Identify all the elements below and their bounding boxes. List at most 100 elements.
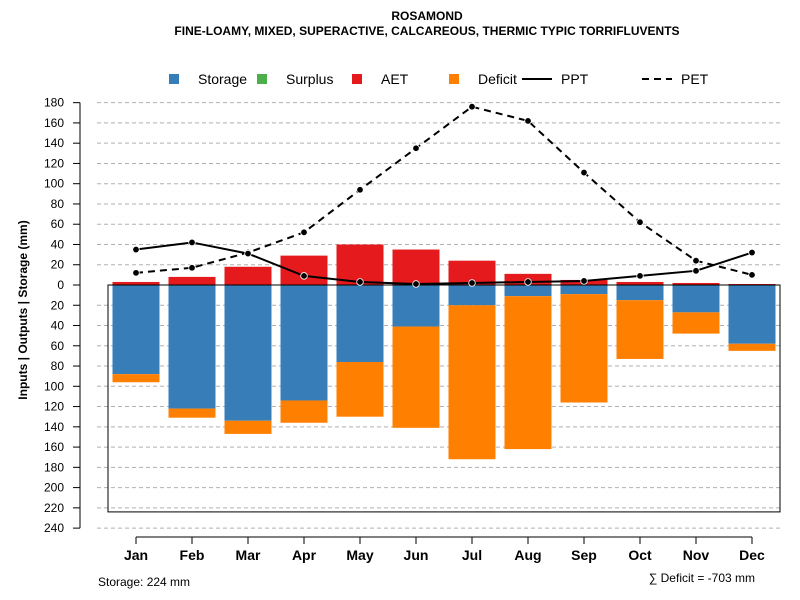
y-tick-label: 160 [44,116,64,130]
y-tick-label: 120 [44,400,64,414]
legend-swatch [169,74,179,84]
storage-bar [672,285,720,313]
x-tick-label: May [346,547,373,563]
ppt-line-point [356,278,364,286]
y-tick-label: 40 [51,237,65,251]
y-tick-label: 200 [44,481,64,495]
chart-title: ROSAMOND [391,9,463,23]
y-tick-label: 100 [44,177,64,191]
deficit-bar [504,296,552,450]
pet-line-point [412,144,420,152]
y-axis-label: Inputs | Outputs | Storage (mm) [16,220,30,399]
pet-line-point [748,271,756,279]
aet-bar [392,249,440,285]
pet-line-point [468,103,476,111]
x-tick-label: Jan [124,547,148,563]
deficit-bar [448,305,496,460]
chart-subtitle: FINE-LOAMY, MIXED, SUPERACTIVE, CALCAREO… [174,24,679,38]
pet-line-point [188,264,196,272]
pet-line-point [692,256,700,265]
aet-bar [224,266,272,285]
pet-line-point [580,168,588,177]
y-tick-label: 20 [51,298,65,312]
legend-label: Storage [198,71,247,87]
deficit-bar [280,400,328,423]
y-tick-label: 120 [44,156,64,170]
storage-bar [504,285,552,297]
legend: Storage Surplus AET Deficit PPT PET [169,71,709,87]
y-tick-label: 80 [51,359,65,373]
ppt-line-point [524,278,532,286]
storage-bar [392,285,440,327]
deficit-bar [392,326,440,428]
ppt-line-point [412,280,420,288]
legend-label: PET [681,71,709,87]
y-tick-label: 140 [44,136,64,150]
storage-capacity-box [107,284,781,513]
x-tick-label: Jun [404,547,429,563]
legend-label: Deficit [478,71,517,87]
y-tick-label: 180 [44,96,64,110]
ppt-line-point [300,272,308,280]
pet-line-point [636,218,644,226]
storage-bar [224,285,272,421]
storage-bar [448,285,496,306]
aet-bar [168,276,216,285]
y-axis: 1801601401201008060402002040608010012014… [44,96,81,535]
deficit-bar [672,312,720,334]
ppt-line-point [692,267,700,275]
x-tick-label: Mar [236,547,261,563]
pet-line-point [300,228,308,237]
y-tick-label: 60 [51,217,65,231]
deficit-bar [336,361,384,417]
y-tick-label: 160 [44,440,64,454]
legend-swatch [449,74,459,84]
x-tick-label: Feb [180,547,205,563]
bars [112,244,776,460]
x-tick-label: Apr [292,547,317,563]
y-tick-label: 140 [44,420,64,434]
pet-line [135,105,753,276]
y-tick-label: 60 [51,339,65,353]
x-tick-label: Nov [683,547,710,563]
ppt-line-point [580,277,588,285]
ppt-line-point [132,245,140,254]
legend-label: AET [381,71,409,87]
y-tick-label: 220 [44,501,64,515]
storage-footer: Storage: 224 mm [98,575,190,589]
aet-bar [112,281,160,285]
ppt-line-point [636,272,644,280]
x-tick-label: Sep [571,547,597,563]
pet-line-point [132,269,140,277]
y-tick-label: 240 [44,521,64,535]
y-tick-label: 100 [44,379,64,393]
pet-line-point [524,117,532,125]
deficit-footer: ∑ Deficit = -703 mm [649,571,755,585]
deficit-bar [728,343,776,351]
deficit-bar [560,294,608,403]
y-tick-label: 0 [57,278,64,292]
y-tick-label: 20 [51,258,65,272]
ppt-line-point [748,248,756,257]
deficit-bar [616,300,664,359]
storage-bar [728,285,776,344]
legend-swatch [352,74,362,84]
x-tick-label: Dec [739,547,765,563]
x-tick-label: Oct [628,547,652,563]
x-tick-label: Aug [514,547,541,563]
storage-bar [112,285,160,375]
x-axis: Jan Feb Mar Apr May Jun Jul Aug Sep Oct Nov Dec [124,536,765,563]
legend-label: PPT [561,71,589,87]
storage-bar [336,285,384,362]
storage-bar [280,285,328,401]
aet-bar [672,282,720,285]
ppt-line [135,241,753,285]
deficit-bar [168,408,216,418]
legend-swatch [257,74,267,84]
ppt-line-point [244,249,252,258]
deficit-bar [112,374,160,383]
y-tick-label: 180 [44,460,64,474]
pet-line-point [356,186,364,194]
legend-label: Surplus [286,71,333,87]
